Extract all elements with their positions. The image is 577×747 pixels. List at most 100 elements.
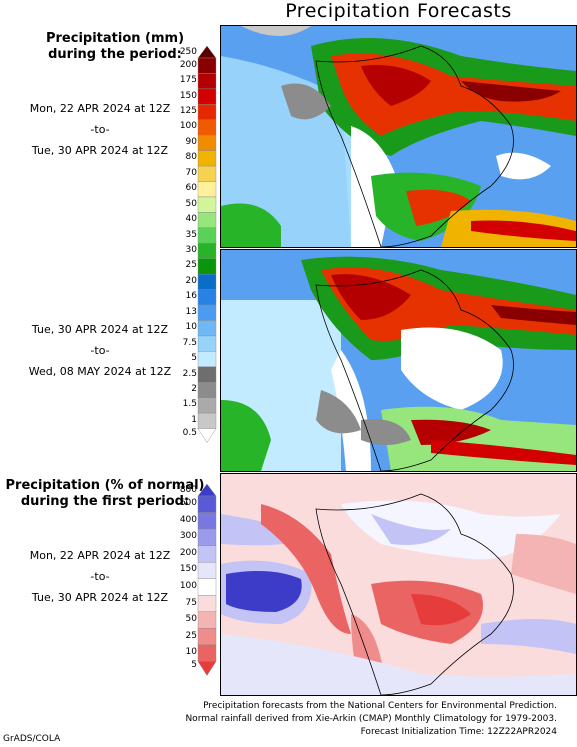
colorbar-mm-swatch — [197, 165, 217, 182]
colorbar-mm-swatch — [197, 57, 217, 74]
period-3-end: Tue, 30 APR 2024 at 12Z — [31, 591, 169, 604]
colorbar-mm-level-label: 16 — [185, 291, 197, 302]
colorbar-mm-level-label: 7.5 — [182, 337, 197, 348]
colorbar-mm-level-label: 150 — [179, 90, 197, 101]
period-3-label: Mon, 22 APR 2024 at 12Z -to- Tue, 30 APR… — [0, 545, 200, 608]
colorbar-pct-level-label: 5 — [191, 660, 197, 671]
colorbar-mm-level-label: 2.5 — [182, 368, 197, 379]
period-1-sep: -to- — [90, 123, 110, 136]
map-panel-percent-normal — [220, 473, 577, 696]
colorbar-mm-swatch — [197, 289, 217, 306]
legend-mm-heading-line1: Precipitation (mm) — [45, 31, 185, 46]
colorbar-mm-swatch — [197, 428, 217, 443]
map-panel-period-2 — [220, 249, 577, 472]
colorbar-mm-swatch — [197, 119, 217, 136]
colorbar-pct-swatch — [197, 495, 217, 513]
colorbar-mm-level-label: 125 — [179, 106, 197, 117]
colorbar-pct-swatch — [197, 595, 217, 613]
period-3-start: Mon, 22 APR 2024 at 12Z — [29, 549, 171, 562]
colorbar-pct-swatch — [197, 512, 217, 530]
colorbar-pct-level-label: 800 — [179, 485, 197, 496]
colorbar-mm-swatch — [197, 181, 217, 198]
period-2-sep: -to- — [90, 344, 110, 357]
colorbar-pct-swatch — [197, 545, 217, 563]
colorbar-mm-level-label: 70 — [185, 167, 197, 178]
legend-mm-heading: Precipitation (mm) during the period: — [30, 31, 200, 63]
colorbar-mm-swatch — [197, 88, 217, 105]
colorbar-pct — [197, 484, 217, 676]
colorbar-mm-level-label: 175 — [179, 75, 197, 86]
colorbar-mm-swatch — [197, 320, 217, 337]
colorbar-mm-swatch — [197, 351, 217, 367]
map-panel-period-1 — [220, 25, 577, 248]
colorbar-mm-level-label: 13 — [185, 306, 197, 317]
colorbar-mm-level-label: 25 — [185, 260, 197, 271]
colorbar-pct-level-label: 150 — [179, 564, 197, 575]
colorbar-mm-swatch — [197, 335, 217, 352]
colorbar-mm-swatch — [197, 212, 217, 229]
colorbar-mm-swatch — [197, 134, 217, 151]
colorbar-pct-swatch — [197, 611, 217, 629]
legend-pct-heading-line2: during the first period: — [20, 494, 190, 509]
map-precip-period-1 — [221, 26, 576, 247]
colorbar-mm-swatch — [197, 412, 217, 429]
colorbar-mm-level-label: 200 — [179, 59, 197, 70]
colorbar-mm-level-label: 0.5 — [182, 427, 197, 438]
footer-line-3: Forecast Initialization Time: 12Z22APR20… — [360, 727, 557, 737]
legend-pct-heading: Precipitation (% of normal) during the f… — [5, 478, 205, 510]
period-2-label: Tue, 30 APR 2024 at 12Z -to- Wed, 08 MAY… — [0, 319, 200, 382]
colorbar-pct-swatch — [197, 661, 217, 676]
colorbar-pct-swatch — [197, 628, 217, 646]
colorbar-pct-swatch — [197, 528, 217, 546]
period-2-end: Wed, 08 MAY 2024 at 12Z — [28, 365, 172, 378]
colorbar-mm-level-label: 1.5 — [182, 399, 197, 410]
map-precip-percent-normal — [221, 474, 576, 695]
colorbar-mm-swatch — [197, 366, 217, 383]
period-3-sep: -to- — [90, 570, 110, 583]
page-title: Precipitation Forecasts — [285, 0, 512, 22]
colorbar-pct-level-label: 400 — [179, 514, 197, 525]
map-precip-period-2 — [221, 250, 576, 471]
colorbar-mm-level-label: 10 — [185, 322, 197, 333]
colorbar-mm — [197, 46, 217, 443]
colorbar-mm-level-label: 35 — [185, 229, 197, 240]
colorbar-mm-level-label: 20 — [185, 275, 197, 286]
colorbar-pct-level-label: 200 — [179, 547, 197, 558]
legend-mm-heading-line2: during the period: — [48, 47, 182, 62]
colorbar-pct-level-label: 25 — [185, 630, 197, 641]
colorbar-mm-level-label: 60 — [185, 183, 197, 194]
colorbar-pct-level-label: 10 — [185, 647, 197, 658]
colorbar-mm-swatch — [197, 46, 217, 59]
colorbar-mm-swatch — [197, 243, 217, 259]
period-1-end: Tue, 30 APR 2024 at 12Z — [31, 144, 169, 157]
colorbar-pct-swatch — [197, 644, 217, 662]
colorbar-mm-swatch — [197, 150, 217, 167]
legend-pct-heading-line1: Precipitation (% of normal) — [5, 478, 205, 493]
colorbar-pct-level-label: 50 — [185, 614, 197, 625]
colorbar-pct-swatch — [197, 578, 217, 596]
colorbar-mm-level-label: 90 — [185, 136, 197, 147]
colorbar-mm-level-label: 50 — [185, 198, 197, 209]
colorbar-mm-level-label: 80 — [185, 152, 197, 163]
colorbar-mm-swatch — [197, 273, 217, 290]
period-1-label: Mon, 22 APR 2024 at 12Z -to- Tue, 30 APR… — [0, 98, 200, 161]
colorbar-mm-swatch — [197, 196, 217, 213]
colorbar-mm-swatch — [197, 304, 217, 321]
colorbar-mm-swatch — [197, 227, 217, 244]
colorbar-pct-level-label: 100 — [179, 581, 197, 591]
colorbar-mm-swatch — [197, 104, 217, 120]
footer-line-2: Normal rainfall derived from Xie-Arkin (… — [185, 714, 557, 724]
period-2-start: Tue, 30 APR 2024 at 12Z — [31, 323, 169, 336]
colorbar-mm-level-label: 250 — [179, 47, 197, 58]
footer-line-1: Precipitation forecasts from the Nationa… — [203, 701, 557, 711]
colorbar-pct-level-label: 300 — [179, 531, 197, 542]
colorbar-pct-level-label: 600 — [179, 498, 197, 509]
credit-label: GrADS/COLA — [3, 734, 61, 744]
colorbar-mm-level-label: 2 — [191, 383, 197, 394]
colorbar-mm-swatch — [197, 258, 217, 275]
footer-notes: Precipitation forecasts from the Nationa… — [150, 700, 557, 739]
colorbar-mm-level-label: 5 — [191, 353, 197, 364]
colorbar-pct-swatch — [197, 561, 217, 579]
colorbar-mm-swatch — [197, 382, 217, 398]
colorbar-pct-swatch — [197, 484, 217, 497]
